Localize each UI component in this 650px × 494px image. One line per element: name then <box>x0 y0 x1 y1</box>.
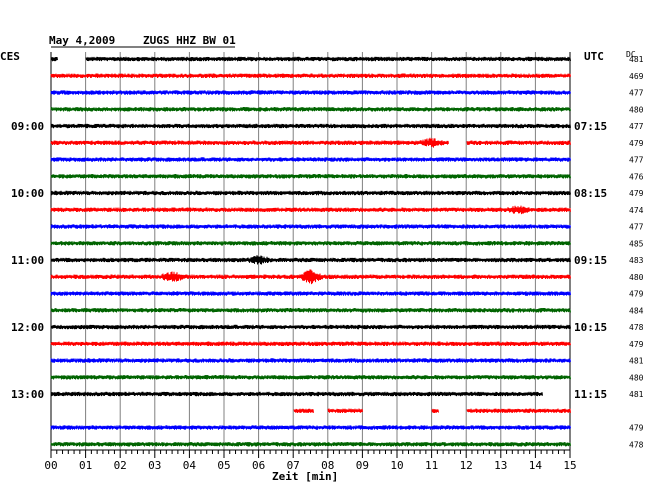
x-tick-label: 10 <box>390 459 403 472</box>
seismogram-trace <box>50 157 571 163</box>
seismogram-trace <box>50 240 571 247</box>
x-tick-label: 12 <box>460 459 473 472</box>
seismogram-trace <box>50 291 571 297</box>
dc-offset-value: 477 <box>629 122 644 131</box>
x-tick-label: 05 <box>217 459 230 472</box>
x-tick-label: 09 <box>356 459 369 472</box>
seismogram-trace <box>50 341 571 347</box>
seismogram-trace <box>50 308 571 314</box>
seismogram-trace <box>293 408 571 413</box>
dc-offset-value: 479 <box>629 290 644 299</box>
dc-offset-value: 483 <box>629 256 644 265</box>
dc-offset-value: 474 <box>629 206 644 215</box>
dc-offset-value: 481 <box>629 55 644 64</box>
dc-offset-value: 479 <box>629 139 644 148</box>
left-timezone-label: CES <box>0 50 20 63</box>
left-hour-label: 10:00 <box>11 187 44 200</box>
dc-offset-value: 480 <box>629 373 644 382</box>
dc-offset-value: 479 <box>629 340 644 349</box>
seismogram-trace <box>50 90 571 95</box>
left-hour-label: 12:00 <box>11 321 44 334</box>
seismogram-trace <box>50 72 571 79</box>
seismogram-trace <box>50 357 571 364</box>
seismogram-trace <box>50 441 571 448</box>
chart-station: ZUGS HHZ BW 01 <box>143 34 236 47</box>
right-hour-label: 08:15 <box>574 187 607 200</box>
x-tick-label: 02 <box>114 459 127 472</box>
right-hour-label: 10:15 <box>574 321 607 334</box>
seismogram-trace <box>50 374 571 380</box>
x-tick-label: 04 <box>183 459 197 472</box>
right-hour-label: 11:15 <box>574 388 607 401</box>
right-timezone-label: UTC <box>584 50 604 63</box>
seismogram-trace <box>50 269 571 285</box>
seismogram-trace <box>50 56 571 62</box>
seismogram-trace <box>50 137 571 148</box>
left-hour-label: 13:00 <box>11 388 44 401</box>
dc-offset-value: 479 <box>629 424 644 433</box>
seismogram-trace <box>50 223 571 229</box>
left-hour-label: 11:00 <box>11 254 44 267</box>
x-tick-label: 08 <box>321 459 334 472</box>
dc-offset-value: 477 <box>629 223 644 232</box>
dc-offset-value: 477 <box>629 156 644 165</box>
x-tick-label: 07 <box>287 459 300 472</box>
chart-date: May 4,2009 <box>49 34 116 47</box>
seismogram-trace <box>50 205 571 215</box>
seismogram-trace <box>50 255 571 265</box>
dc-offset-value: 484 <box>629 306 644 315</box>
x-tick-label: 06 <box>252 459 265 472</box>
right-hour-label: 09:15 <box>574 254 607 267</box>
seismogram-trace <box>50 174 571 180</box>
dc-offset-value: 481 <box>629 390 644 399</box>
dc-offset-header: DC <box>626 50 636 59</box>
dc-offset-value: 481 <box>629 357 644 366</box>
seismogram-trace <box>50 190 571 196</box>
x-tick-label: 11 <box>425 459 438 472</box>
x-tick-label: 01 <box>79 459 92 472</box>
dc-offset-value: 485 <box>629 239 644 248</box>
dc-offset-value: 480 <box>629 273 644 282</box>
right-hour-label: 07:15 <box>574 120 607 133</box>
left-hour-label: 09:00 <box>11 120 44 133</box>
x-tick-label: 14 <box>529 459 543 472</box>
dc-offset-value: 476 <box>629 172 644 181</box>
x-tick-label: 15 <box>563 459 576 472</box>
x-tick-label: 00 <box>44 459 57 472</box>
dc-offset-value: 478 <box>629 440 644 449</box>
dc-offset-value: 479 <box>629 189 644 198</box>
seismogram-trace <box>50 106 571 112</box>
dc-offset-value: 480 <box>629 105 644 114</box>
x-tick-label: 03 <box>148 459 161 472</box>
seismogram-trace <box>50 391 543 397</box>
seismogram-trace <box>50 123 571 129</box>
dc-offset-value: 469 <box>629 72 644 81</box>
seismogram-trace <box>50 425 571 430</box>
dc-offset-value: 478 <box>629 323 644 332</box>
seismogram-trace <box>50 324 571 330</box>
x-tick-label: 13 <box>494 459 507 472</box>
x-axis-label: Zeit [min] <box>272 470 339 483</box>
dc-offset-value: 477 <box>629 89 644 98</box>
